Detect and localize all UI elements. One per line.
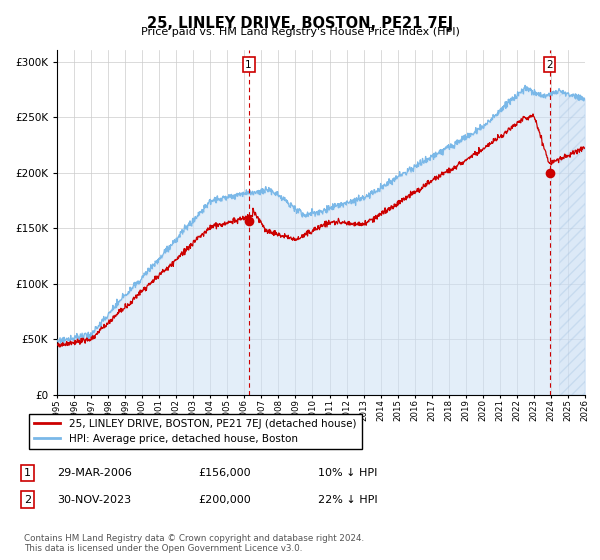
Text: 25, LINLEY DRIVE, BOSTON, PE21 7EJ: 25, LINLEY DRIVE, BOSTON, PE21 7EJ	[147, 16, 453, 31]
Text: 10% ↓ HPI: 10% ↓ HPI	[318, 468, 377, 478]
Text: Contains HM Land Registry data © Crown copyright and database right 2024.
This d: Contains HM Land Registry data © Crown c…	[24, 534, 364, 553]
Text: 2: 2	[24, 494, 31, 505]
Text: 1: 1	[245, 60, 252, 70]
Text: 22% ↓ HPI: 22% ↓ HPI	[318, 494, 377, 505]
Legend: 25, LINLEY DRIVE, BOSTON, PE21 7EJ (detached house), HPI: Average price, detache: 25, LINLEY DRIVE, BOSTON, PE21 7EJ (deta…	[29, 414, 361, 449]
Text: 29-MAR-2006: 29-MAR-2006	[57, 468, 132, 478]
Text: 30-NOV-2023: 30-NOV-2023	[57, 494, 131, 505]
Text: 2: 2	[546, 60, 553, 70]
Text: 1: 1	[24, 468, 31, 478]
Text: £156,000: £156,000	[198, 468, 251, 478]
Text: Price paid vs. HM Land Registry's House Price Index (HPI): Price paid vs. HM Land Registry's House …	[140, 27, 460, 37]
Text: £200,000: £200,000	[198, 494, 251, 505]
